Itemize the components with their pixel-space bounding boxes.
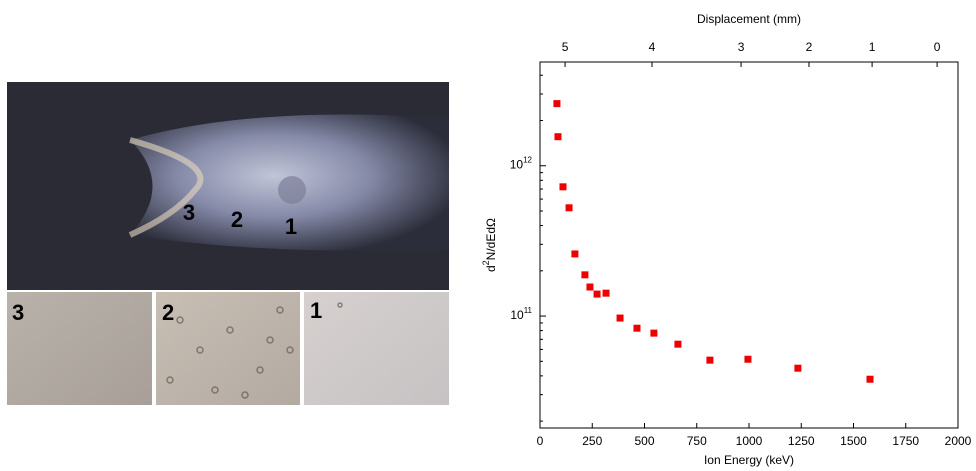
y-label-part: 2 [481, 260, 491, 265]
y-axis-label: d2N/dEdΩ [481, 218, 498, 272]
x-tick-label: 1000 [736, 434, 763, 448]
data-point [674, 340, 682, 348]
data-point [593, 290, 601, 298]
plot-frame [539, 61, 959, 429]
x-tick-label: 500 [634, 434, 654, 448]
data-point [706, 356, 714, 364]
x-tick-label: 750 [687, 434, 707, 448]
panel-label: 2 [162, 300, 174, 325]
data-point [616, 314, 624, 322]
x-tick-label: 2000 [945, 434, 972, 448]
panel-photo [304, 292, 449, 405]
y-label-part: N/dEdΩ [484, 218, 498, 260]
pits [166, 302, 343, 399]
x2-tick-label: 4 [649, 40, 656, 54]
x2-tick-label: 2 [806, 40, 813, 54]
x2-tick-label: 0 [934, 40, 941, 54]
photo-label: 3 [183, 200, 195, 225]
panel-photo [7, 292, 152, 405]
panel-label: 1 [310, 298, 322, 323]
photo-label: 1 [285, 214, 297, 239]
y-tick-label: 1011 [510, 306, 532, 322]
y-tick-base: 10 [510, 158, 524, 172]
x-axis-label: Ion Energy (keV) [704, 453, 794, 467]
panel-photo [156, 292, 300, 405]
data-point [571, 250, 579, 258]
y-tick-exponent: 12 [523, 156, 532, 165]
x-tick-label: 250 [582, 434, 602, 448]
x2-tick-label: 3 [738, 40, 745, 54]
data-point [650, 329, 658, 337]
x-tick-label: 1250 [788, 434, 815, 448]
x-tick-label: 0 [537, 434, 544, 448]
panel-label: 3 [12, 300, 24, 325]
data-point [633, 324, 641, 332]
data-point [553, 100, 561, 108]
y-tick-exponent: 11 [524, 306, 533, 315]
y-tick-base: 10 [510, 308, 524, 322]
data-point [559, 183, 567, 191]
y-tick-label: 1012 [510, 156, 533, 172]
data-point [565, 204, 573, 212]
x-tick-label: 1500 [840, 434, 867, 448]
spot [278, 176, 306, 204]
data-point [581, 271, 589, 279]
photos: 3 2 1 3 2 1 [7, 82, 449, 405]
data-point [554, 133, 562, 141]
data-point [602, 289, 610, 297]
data-point [794, 364, 802, 372]
data-point [586, 283, 594, 291]
x2-tick-label: 5 [562, 40, 569, 54]
x2-tick-label: 1 [869, 40, 876, 54]
shock-front [128, 137, 204, 238]
photo-label: 2 [231, 207, 243, 232]
x2-axis-label: Displacement (mm) [697, 12, 801, 26]
x-tick-label: 1750 [892, 434, 919, 448]
data-point [744, 355, 752, 363]
data-point [866, 375, 874, 383]
y-label-part: d [484, 265, 498, 272]
